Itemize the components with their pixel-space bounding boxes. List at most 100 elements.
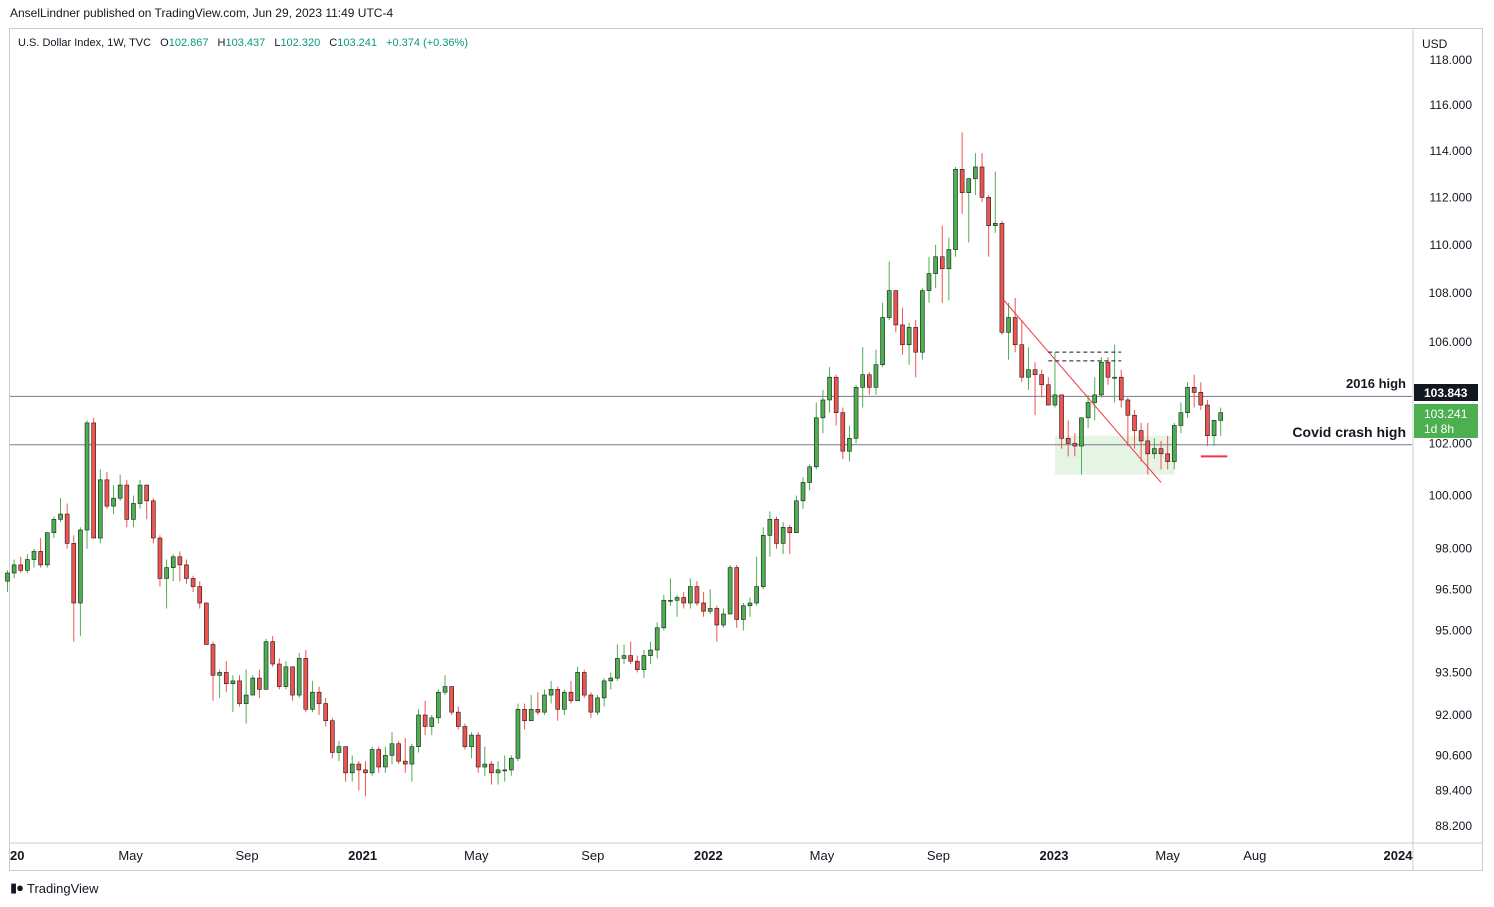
candle[interactable] xyxy=(64,503,70,549)
candle[interactable] xyxy=(840,407,846,459)
candle[interactable] xyxy=(363,761,368,797)
candle[interactable] xyxy=(542,689,547,715)
candle[interactable] xyxy=(296,652,302,698)
candle[interactable] xyxy=(283,661,289,690)
candle[interactable] xyxy=(124,479,130,528)
candle[interactable] xyxy=(442,675,448,696)
candle[interactable] xyxy=(833,374,839,426)
candle[interactable] xyxy=(641,650,647,679)
candle[interactable] xyxy=(97,469,103,544)
candle[interactable] xyxy=(151,498,156,544)
candle[interactable] xyxy=(953,166,958,257)
candle[interactable] xyxy=(1165,435,1170,470)
candle[interactable] xyxy=(973,153,978,195)
candle[interactable] xyxy=(1006,302,1011,360)
candle[interactable] xyxy=(920,288,925,360)
candle[interactable] xyxy=(78,527,83,637)
candle[interactable] xyxy=(747,597,753,617)
candle[interactable] xyxy=(310,680,315,713)
candle[interactable] xyxy=(681,592,686,609)
candle[interactable] xyxy=(661,594,667,631)
candle[interactable] xyxy=(316,686,322,715)
candle[interactable] xyxy=(429,714,435,736)
candle[interactable] xyxy=(349,755,355,782)
candle[interactable] xyxy=(111,485,116,515)
candle[interactable] xyxy=(668,578,673,606)
candle[interactable] xyxy=(767,511,773,557)
candle[interactable] xyxy=(5,570,10,593)
candle[interactable] xyxy=(1085,394,1091,429)
candle[interactable] xyxy=(1171,422,1177,470)
candle[interactable] xyxy=(522,703,527,730)
candle[interactable] xyxy=(853,384,859,444)
candle[interactable] xyxy=(813,402,819,470)
candle[interactable] xyxy=(1012,297,1018,353)
candle[interactable] xyxy=(1046,377,1051,406)
candle[interactable] xyxy=(11,559,17,579)
candle[interactable] xyxy=(44,532,50,568)
candle[interactable] xyxy=(608,672,614,690)
candle[interactable] xyxy=(820,389,826,434)
candle[interactable] xyxy=(336,740,342,762)
candle[interactable] xyxy=(528,695,534,722)
candle[interactable] xyxy=(190,575,196,593)
candle[interactable] xyxy=(827,367,832,413)
candle[interactable] xyxy=(734,564,740,628)
candle[interactable] xyxy=(230,675,236,713)
candle[interactable] xyxy=(1138,422,1144,462)
candle[interactable] xyxy=(621,644,627,665)
candle[interactable] xyxy=(701,592,706,617)
candle[interactable] xyxy=(303,650,309,713)
candle[interactable] xyxy=(144,484,149,520)
candle[interactable] xyxy=(455,706,461,730)
candle[interactable] xyxy=(807,464,812,491)
candle[interactable] xyxy=(1205,399,1210,447)
candle[interactable] xyxy=(926,256,932,303)
candle[interactable] xyxy=(436,689,441,724)
candle[interactable] xyxy=(1052,352,1058,408)
candle[interactable] xyxy=(966,178,972,243)
candle[interactable] xyxy=(562,689,567,715)
candle[interactable] xyxy=(721,608,726,628)
candle[interactable] xyxy=(601,678,607,707)
candle[interactable] xyxy=(1125,397,1131,447)
candle[interactable] xyxy=(217,669,222,698)
candle[interactable] xyxy=(800,477,806,509)
candle[interactable] xyxy=(886,261,892,320)
candle[interactable] xyxy=(1152,438,1157,459)
candle[interactable] xyxy=(58,498,63,523)
candle[interactable] xyxy=(893,290,899,333)
candle[interactable] xyxy=(1211,420,1217,447)
candle[interactable] xyxy=(18,556,24,574)
candle[interactable] xyxy=(867,372,872,395)
candle[interactable] xyxy=(402,737,408,773)
candle[interactable] xyxy=(674,594,680,617)
candle[interactable] xyxy=(475,732,481,773)
candle[interactable] xyxy=(774,516,779,549)
candle[interactable] xyxy=(170,554,176,582)
candle[interactable] xyxy=(959,132,965,214)
candle[interactable] xyxy=(137,479,143,509)
candle[interactable] xyxy=(482,746,488,776)
candle[interactable] xyxy=(707,589,713,614)
candle[interactable] xyxy=(714,605,720,642)
candle[interactable] xyxy=(1039,369,1044,398)
candle[interactable] xyxy=(91,417,96,539)
candle[interactable] xyxy=(343,746,348,782)
candle[interactable] xyxy=(999,220,1005,335)
candle[interactable] xyxy=(117,474,123,501)
candle[interactable] xyxy=(515,703,521,762)
candle[interactable] xyxy=(754,556,759,606)
candle[interactable] xyxy=(263,638,269,690)
candle[interactable] xyxy=(1118,369,1124,408)
candle[interactable] xyxy=(276,658,282,690)
candle[interactable] xyxy=(223,661,229,693)
candle[interactable] xyxy=(1178,402,1184,434)
candle[interactable] xyxy=(376,746,382,773)
candle[interactable] xyxy=(204,602,209,645)
candle[interactable] xyxy=(1019,319,1025,383)
candle[interactable] xyxy=(323,697,328,727)
candle[interactable] xyxy=(535,692,541,715)
candle[interactable] xyxy=(71,535,77,642)
candle[interactable] xyxy=(634,655,640,673)
